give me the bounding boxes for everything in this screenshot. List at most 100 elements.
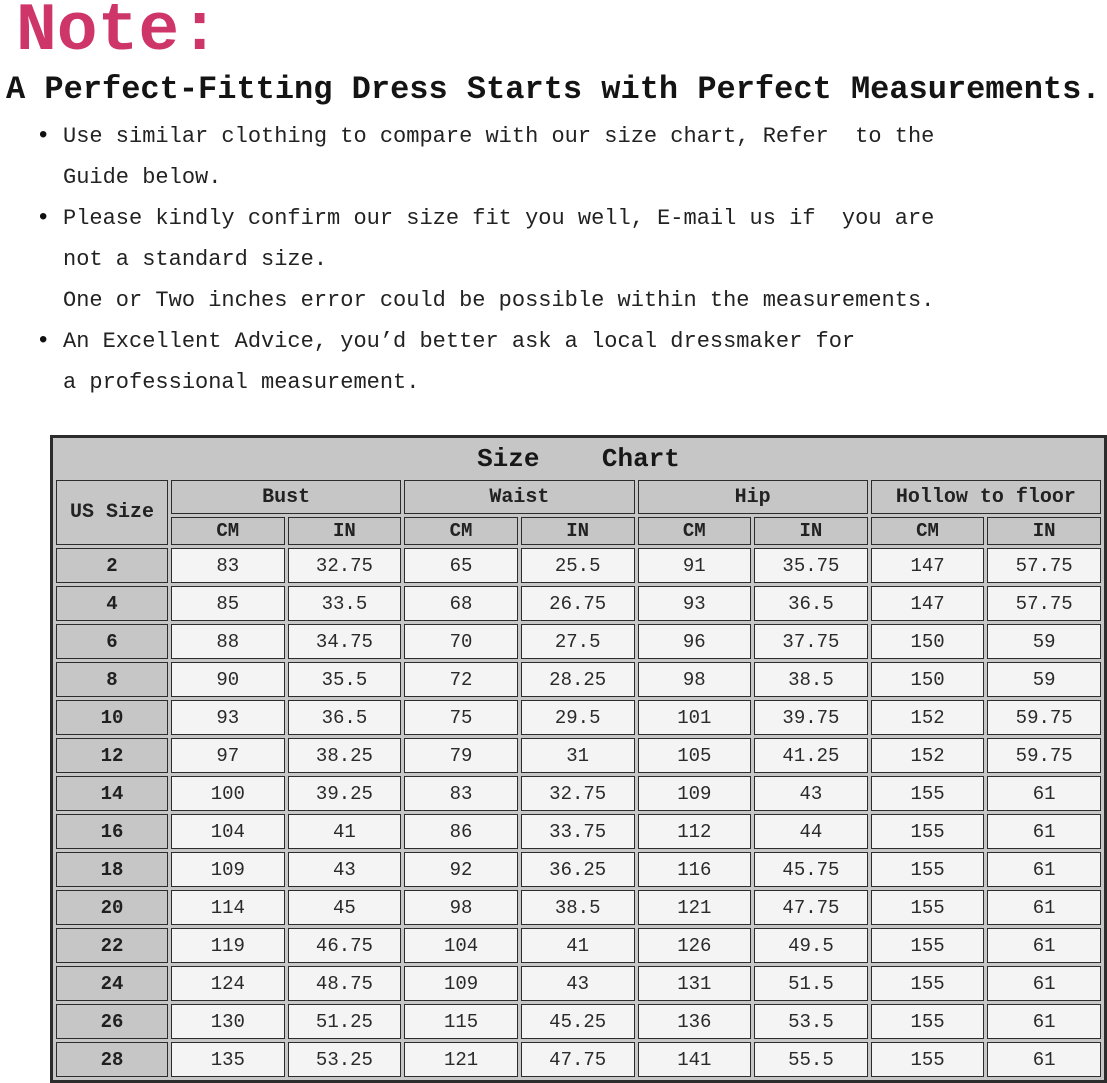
measurement-cell: 112 <box>637 814 752 849</box>
measurement-cell: 104 <box>404 928 518 963</box>
measurement-cell: 37.75 <box>754 624 868 659</box>
us-size-value: 18 <box>56 852 168 887</box>
table-row: 2 83 32.75 65 25.5 91 35.75 147 57.75 <box>56 548 1101 583</box>
table-row: 22 119 46.75 104 41 126 49.5 155 61 <box>56 928 1101 963</box>
measurement-cell: 155 <box>870 814 985 849</box>
measurement-cell: 45.25 <box>520 1004 635 1039</box>
measurement-cell: 33.75 <box>520 814 635 849</box>
table-row: 24 124 48.75 109 43 131 51.5 155 61 <box>56 966 1101 1001</box>
measurement-cell: 92 <box>404 852 518 887</box>
measurement-cell: 32.75 <box>287 548 402 583</box>
measurement-cell: 59.75 <box>987 738 1101 773</box>
headline: A Perfect-Fitting Dress Starts with Perf… <box>6 71 1101 108</box>
unit-header-cm: CM <box>171 517 285 545</box>
measurement-cell: 51.25 <box>287 1004 402 1039</box>
table-row: 16 104 41 86 33.75 112 44 155 61 <box>56 814 1101 849</box>
measurement-cell: 61 <box>987 1042 1101 1077</box>
measurement-cell: 45 <box>287 890 402 925</box>
measurement-cell: 109 <box>637 776 752 811</box>
measurement-cell: 91 <box>637 548 752 583</box>
measurement-cell: 131 <box>637 966 752 1001</box>
measurement-cell: 152 <box>870 738 985 773</box>
measurement-cell: 135 <box>171 1042 285 1077</box>
measurement-cell: 75 <box>404 700 518 735</box>
measurement-cell: 59 <box>987 624 1101 659</box>
us-size-value: 24 <box>56 966 168 1001</box>
unit-header-cm: CM <box>637 517 752 545</box>
table-row: 28 135 53.25 121 47.75 141 55.5 155 61 <box>56 1042 1101 1077</box>
measurement-cell: 155 <box>870 966 985 1001</box>
group-header-bust: Bust <box>171 480 402 514</box>
measurement-cell: 119 <box>171 928 285 963</box>
measurement-cell: 31 <box>520 738 635 773</box>
measurement-cell: 93 <box>171 700 285 735</box>
note-line: a professional measurement. <box>63 370 420 395</box>
measurement-cell: 61 <box>987 814 1101 849</box>
measurement-cell: 93 <box>637 586 752 621</box>
measurement-cell: 83 <box>404 776 518 811</box>
us-size-header: US Size <box>56 480 168 545</box>
unit-header-in: IN <box>987 517 1101 545</box>
measurement-cell: 155 <box>870 852 985 887</box>
measurement-cell: 116 <box>637 852 752 887</box>
measurement-cell: 96 <box>637 624 752 659</box>
measurement-cell: 86 <box>404 814 518 849</box>
measurement-cell: 72 <box>404 662 518 697</box>
table-title-row: Size Chart <box>56 441 1101 477</box>
measurement-cell: 61 <box>987 928 1101 963</box>
measurement-cell: 43 <box>520 966 635 1001</box>
measurement-cell: 70 <box>404 624 518 659</box>
measurement-cell: 48.75 <box>287 966 402 1001</box>
measurement-cell: 136 <box>637 1004 752 1039</box>
measurement-cell: 39.25 <box>287 776 402 811</box>
us-size-value: 4 <box>56 586 168 621</box>
group-header-row: US Size Bust Waist Hip Hollow to floor <box>56 480 1101 545</box>
table-row: 8 90 35.5 72 28.25 98 38.5 150 59 <box>56 662 1101 697</box>
measurement-cell: 38.5 <box>754 662 868 697</box>
measurement-cell: 98 <box>404 890 518 925</box>
table-row: 6 88 34.75 70 27.5 96 37.75 150 59 <box>56 624 1101 659</box>
us-size-value: 28 <box>56 1042 168 1077</box>
measurement-cell: 38.5 <box>520 890 635 925</box>
group-header-hollow-to-floor: Hollow to floor <box>870 480 1101 514</box>
us-size-value: 22 <box>56 928 168 963</box>
measurement-cell: 44 <box>754 814 868 849</box>
measurement-cell: 109 <box>171 852 285 887</box>
measurement-cell: 115 <box>404 1004 518 1039</box>
measurement-cell: 79 <box>404 738 518 773</box>
table-row: 20 114 45 98 38.5 121 47.75 155 61 <box>56 890 1101 925</box>
measurement-cell: 61 <box>987 890 1101 925</box>
note-line: An Excellent Advice, you’d better ask a … <box>63 329 856 354</box>
measurement-cell: 41 <box>520 928 635 963</box>
measurement-cell: 98 <box>637 662 752 697</box>
measurement-cell: 47.75 <box>520 1042 635 1077</box>
note-bullet: • An Excellent Advice, you’d better ask a… <box>0 321 1107 403</box>
measurement-cell: 150 <box>870 662 985 697</box>
size-chart-table: Size Chart US Size Bust Waist Hip Hollow… <box>50 435 1107 1083</box>
measurement-cell: 36.5 <box>754 586 868 621</box>
unit-header-cm: CM <box>870 517 985 545</box>
measurement-cell: 45.75 <box>754 852 868 887</box>
measurement-cell: 41 <box>287 814 402 849</box>
measurement-cell: 101 <box>637 700 752 735</box>
measurement-cell: 41.25 <box>754 738 868 773</box>
group-header-hip: Hip <box>637 480 868 514</box>
notes-list: • Use similar clothing to compare with ou… <box>0 116 1107 403</box>
measurement-cell: 147 <box>870 548 985 583</box>
unit-header-cm: CM <box>404 517 518 545</box>
us-size-value: 16 <box>56 814 168 849</box>
measurement-cell: 53.5 <box>754 1004 868 1039</box>
measurement-cell: 100 <box>171 776 285 811</box>
note-bullet: • Use similar clothing to compare with ou… <box>0 116 1107 198</box>
measurement-cell: 32.75 <box>520 776 635 811</box>
unit-header-in: IN <box>287 517 402 545</box>
unit-header-row: CM IN CM IN CM IN CM IN <box>56 517 1101 545</box>
measurement-cell: 85 <box>171 586 285 621</box>
measurement-cell: 97 <box>171 738 285 773</box>
measurement-cell: 38.25 <box>287 738 402 773</box>
unit-header-in: IN <box>520 517 635 545</box>
measurement-cell: 114 <box>171 890 285 925</box>
measurement-cell: 36.5 <box>287 700 402 735</box>
measurement-cell: 121 <box>404 1042 518 1077</box>
measurement-cell: 147 <box>870 586 985 621</box>
